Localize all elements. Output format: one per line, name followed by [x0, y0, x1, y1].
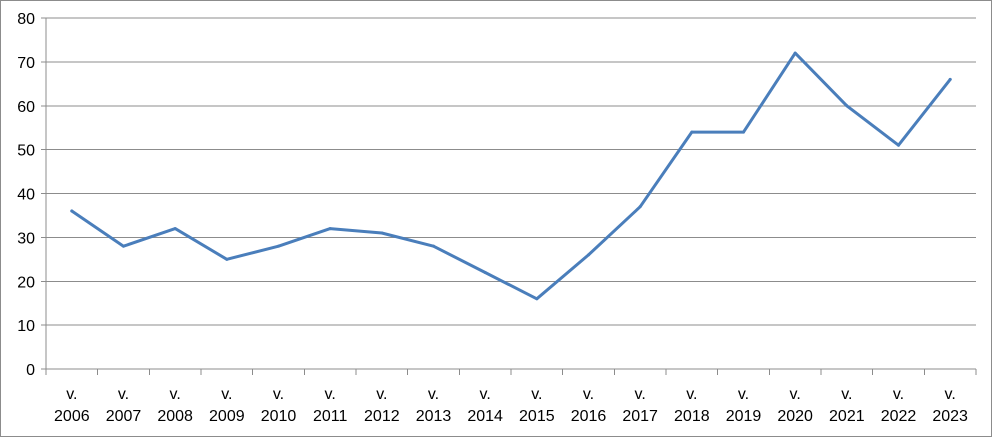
y-tick-label-80: 80: [17, 11, 35, 28]
x-tick-label-2009: v. 2009: [209, 386, 245, 425]
data-point-2010: [277, 244, 280, 248]
x-tick-label-2013: v. 2013: [416, 386, 452, 425]
data-point-2017: [638, 205, 642, 209]
y-tick-label-40: 40: [17, 187, 35, 204]
data-point-2006: [70, 209, 74, 213]
data-point-2019: [742, 130, 745, 134]
x-tick-label-2019: v. 2019: [726, 386, 762, 425]
data-point-2023: [948, 77, 952, 81]
data-point-2013: [432, 244, 435, 248]
y-tick-label-60: 60: [17, 99, 35, 116]
y-tick-label-30: 30: [17, 230, 35, 247]
y-tick-label-10: 10: [17, 318, 35, 335]
x-tick-label-2022: v. 2022: [881, 386, 917, 425]
data-point-2022: [897, 143, 900, 147]
x-tick-label-2012: v. 2012: [364, 386, 400, 425]
x-tick-label-2018: v. 2018: [674, 386, 710, 425]
y-tick-label-50: 50: [17, 143, 35, 160]
data-point-2008: [173, 227, 177, 231]
x-tick-label-2016: v. 2016: [571, 386, 607, 425]
data-point-2021: [845, 104, 849, 108]
data-point-2015: [535, 297, 539, 301]
x-tick-label-2014: v. 2014: [467, 386, 503, 425]
x-tick-label-2006: v. 2006: [54, 386, 90, 425]
y-tick-label-20: 20: [17, 274, 35, 291]
x-tick-label-2017: v. 2017: [622, 386, 658, 425]
y-tick-label-0: 0: [26, 362, 35, 379]
data-point-2020: [793, 51, 797, 55]
x-tick-label-2010: v. 2010: [261, 386, 297, 425]
data-point-2011: [328, 227, 332, 231]
x-tick-label-2011: v. 2011: [313, 386, 348, 425]
x-tick-label-2023: v. 2023: [932, 386, 968, 425]
data-point-2012: [380, 231, 384, 235]
x-tick-label-2020: v. 2020: [777, 386, 813, 425]
data-point-2018: [690, 130, 694, 134]
x-tick-label-2007: v. 2007: [106, 386, 142, 425]
x-tick-label-2008: v. 2008: [157, 386, 193, 425]
data-point-2009: [225, 257, 229, 261]
x-tick-label-2015: v. 2015: [519, 386, 555, 425]
y-tick-label-70: 70: [17, 55, 35, 72]
data-point-2016: [587, 253, 590, 257]
series-line-0: [70, 51, 952, 301]
data-point-2014: [483, 270, 487, 274]
data-point-2007: [122, 244, 125, 248]
x-tick-label-2021: v. 2021: [829, 386, 865, 425]
